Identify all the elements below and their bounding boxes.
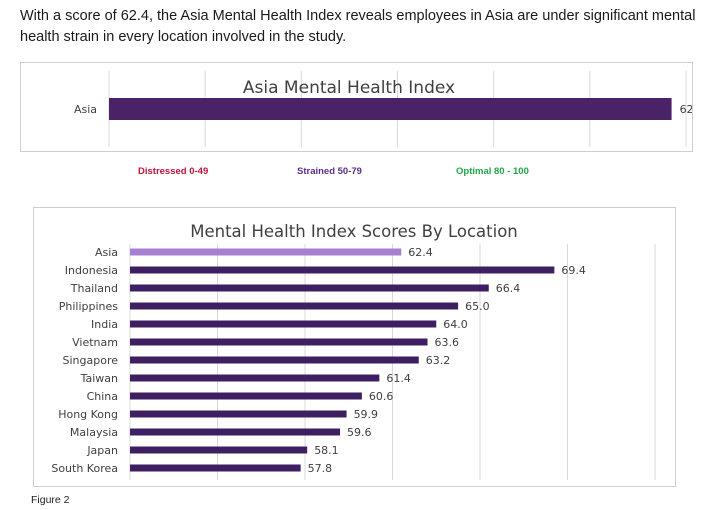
value-label-india: 64.0 <box>443 318 468 331</box>
bar-asia <box>130 248 402 256</box>
category-label-south-korea: South Korea <box>51 462 118 475</box>
bar-vietnam <box>130 338 428 346</box>
value-label-taiwan: 61.4 <box>386 372 411 385</box>
category-label-vietnam: Vietnam <box>72 336 118 349</box>
category-label-singapore: Singapore <box>63 354 119 367</box>
value-label-singapore: 63.2 <box>426 354 451 367</box>
category-label-taiwan: Taiwan <box>80 372 118 385</box>
value-label-thailand: 66.4 <box>496 282 521 295</box>
category-label-thailand: Thailand <box>70 282 118 295</box>
bar-india <box>130 320 437 328</box>
value-label-asia: 62.4 <box>408 246 433 259</box>
category-label-asia: Asia <box>74 103 97 116</box>
chart-title: Mental Health Index Scores By Location <box>190 222 518 241</box>
bar-asia <box>109 98 672 120</box>
location-scores-chart-panel: Mental Health Index Scores By Location As… <box>33 207 676 487</box>
bar-singapore <box>130 356 419 364</box>
value-label-japan: 58.1 <box>314 444 339 457</box>
value-label-vietnam: 63.6 <box>435 336 460 349</box>
bar-hong-kong <box>130 410 347 418</box>
value-label-indonesia: 69.4 <box>561 264 586 277</box>
category-label-china: China <box>87 390 118 403</box>
bar-taiwan <box>130 374 380 382</box>
bar-indonesia <box>130 266 555 274</box>
legend-optimal: Optimal 80 - 100 <box>456 166 529 177</box>
category-label-malaysia: Malaysia <box>70 426 118 439</box>
asia-index-chart: Asia Mental Health Index Asia 62.4 <box>74 71 692 147</box>
intro-text: With a score of 62.4, the Asia Mental He… <box>20 8 696 45</box>
value-label-philippines: 65.0 <box>465 300 490 313</box>
value-label-china: 60.6 <box>369 390 394 403</box>
bar-china <box>130 392 362 400</box>
value-label-south-korea: 57.8 <box>308 462 333 475</box>
category-label-philippines: Philippines <box>59 300 119 313</box>
location-scores-chart: Mental Health Index Scores By Location As… <box>51 222 656 480</box>
bar-south-korea <box>130 464 301 472</box>
value-label-asia: 62.4 <box>680 103 692 116</box>
asia-index-chart-panel: Asia Mental Health Index Asia 62.4 <box>20 62 693 152</box>
value-label-malaysia: 59.6 <box>347 426 372 439</box>
bar-philippines <box>130 302 459 310</box>
category-label-asia: Asia <box>95 246 118 259</box>
value-label-hong-kong: 59.9 <box>354 408 379 421</box>
category-label-japan: Japan <box>86 444 118 457</box>
category-label-hong-kong: Hong Kong <box>58 408 118 421</box>
category-label-india: India <box>91 318 118 331</box>
bar-malaysia <box>130 428 340 436</box>
legend-distressed: Distressed 0-49 <box>138 166 209 177</box>
legend-strained: Strained 50-79 <box>297 166 362 177</box>
chart-title: Asia Mental Health Index <box>243 78 455 98</box>
bar-japan <box>130 446 308 454</box>
bar-thailand <box>130 284 489 292</box>
category-label-indonesia: Indonesia <box>65 264 118 277</box>
figure-caption: Figure 2 <box>31 494 70 506</box>
